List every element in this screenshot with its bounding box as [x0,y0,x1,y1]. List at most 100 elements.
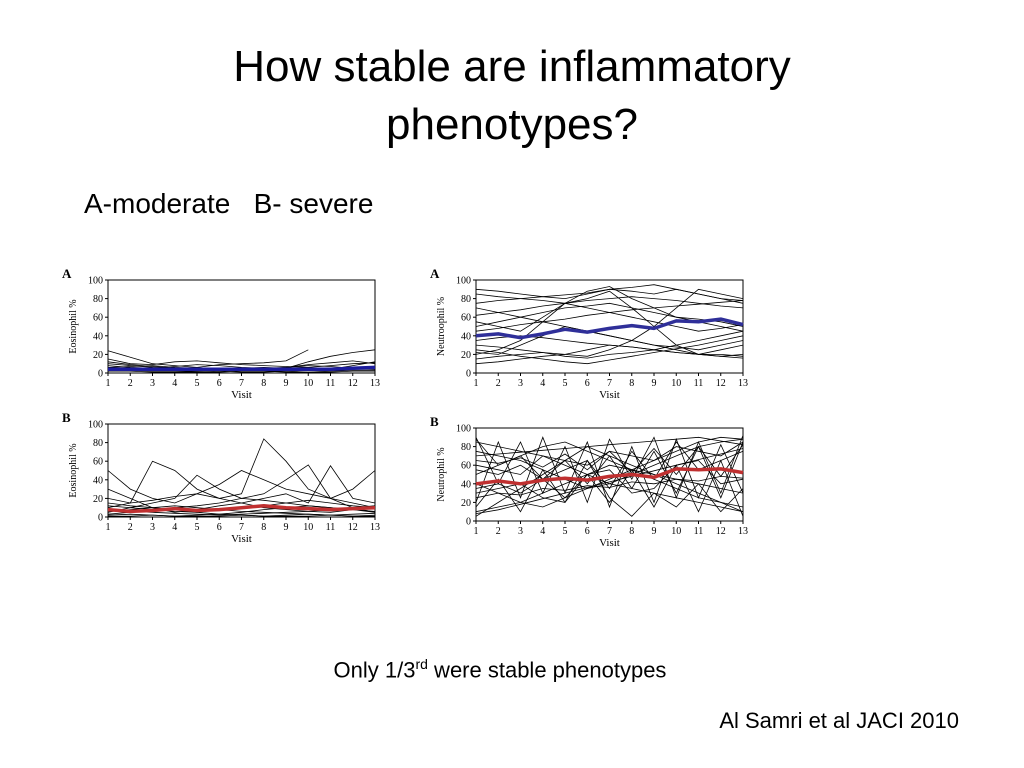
subtitle: A-moderate B- severe [84,188,374,219]
y-tick-label: 60 [461,461,471,472]
panel-label: B [430,414,439,429]
panel-label: A [430,266,440,281]
y-axis-label: Eosinophil % [68,299,79,353]
x-tick-label: 10 [671,526,681,537]
individual-series-line [108,370,375,373]
x-tick-label: 12 [348,378,358,389]
x-tick-label: 4 [172,522,177,533]
x-tick-label: 10 [671,378,681,389]
y-tick-label: 40 [461,479,471,490]
y-tick-label: 20 [93,350,103,361]
x-tick-label: 9 [284,378,289,389]
y-tick-label: 40 [93,475,103,486]
individual-series-line [475,438,744,489]
individual-series-line [475,330,744,360]
y-tick-label: 60 [93,457,103,468]
x-tick-label: 12 [348,522,358,533]
x-tick-label: 7 [239,522,244,533]
slide-title: How stable are inflammatory phenotypes? [0,38,1024,154]
y-tick-label: 100 [456,424,471,435]
x-tick-label: 2 [496,378,501,389]
x-tick-label: 5 [195,378,200,389]
x-tick-label: 5 [195,522,200,533]
y-tick-label: 20 [461,498,471,509]
citation: Al Samri et al JACI 2010 [719,708,959,733]
x-tick-label: 9 [652,378,657,389]
individual-series-line [475,335,744,359]
x-tick-label: 13 [370,378,380,389]
y-tick-label: 80 [461,294,471,305]
individual-series-line [475,326,744,355]
x-tick-label: 2 [128,378,133,389]
x-tick-label: 6 [217,522,222,533]
x-tick-label: 9 [284,522,289,533]
y-tick-label: 0 [466,517,471,528]
x-axis-label: Visit [231,389,252,401]
y-tick-label: 100 [456,276,471,287]
y-tick-label: 0 [98,513,103,524]
individual-series-line [475,459,744,517]
individual-series-line [475,296,744,316]
individual-series-line [475,444,744,478]
plot-frame [107,279,376,374]
y-tick-label: 60 [461,313,471,324]
individual-series-line [475,438,744,490]
slide-title-line-2: phenotypes? [386,100,638,149]
y-tick-label: 40 [461,331,471,342]
y-tick-label: 80 [93,294,103,305]
plot-frame [475,279,744,374]
x-tick-label: 8 [261,378,266,389]
x-tick-label: 3 [150,522,155,533]
x-tick-label: 1 [106,378,111,389]
individual-series-line [107,465,376,513]
individual-series-line [475,284,744,304]
x-tick-label: 2 [496,526,501,537]
x-tick-label: 8 [261,522,266,533]
x-tick-label: 8 [629,378,634,389]
x-tick-label: 3 [150,378,155,389]
x-tick-label: 2 [128,522,133,533]
x-tick-label: 11 [694,526,704,537]
individual-series-line [475,475,744,499]
individual-series-line [475,436,744,457]
individual-series-line [475,441,744,513]
x-tick-label: 13 [738,378,748,389]
individual-series-line [475,436,744,508]
individual-series-line [107,358,376,368]
y-tick-label: 80 [93,438,103,449]
x-axis-label: Visit [599,389,620,401]
y-tick-label: 40 [93,331,103,342]
x-axis-label: Visit [231,533,252,545]
footer-note: Only 1/3rd were stable phenotypes [0,656,1000,683]
x-tick-label: 9 [652,526,657,537]
x-tick-label: 6 [217,378,222,389]
individual-series-line [475,335,744,365]
x-tick-label: 1 [474,378,479,389]
x-tick-label: 6 [585,526,590,537]
y-tick-label: 20 [93,494,103,505]
y-tick-label: 20 [461,350,471,361]
individual-series-line [107,438,376,509]
x-tick-label: 13 [370,522,380,533]
individual-series-line [475,459,744,517]
individual-series-line [475,302,744,327]
x-tick-label: 4 [540,378,545,389]
y-tick-label: 0 [466,369,471,380]
x-tick-label: 7 [607,378,612,389]
x-tick-label: 10 [303,378,313,389]
x-tick-label: 12 [716,378,726,389]
x-tick-label: 3 [518,526,523,537]
mean-series-line [475,317,744,340]
x-tick-label: 1 [106,522,111,533]
individual-series-line [475,293,744,332]
panel-label: B [62,410,71,425]
panel-label: A [62,266,72,281]
y-tick-label: 0 [98,369,103,380]
x-tick-label: 4 [172,378,177,389]
y-tick-label: 80 [461,442,471,453]
individual-series-line [108,514,375,517]
x-tick-label: 4 [540,526,545,537]
